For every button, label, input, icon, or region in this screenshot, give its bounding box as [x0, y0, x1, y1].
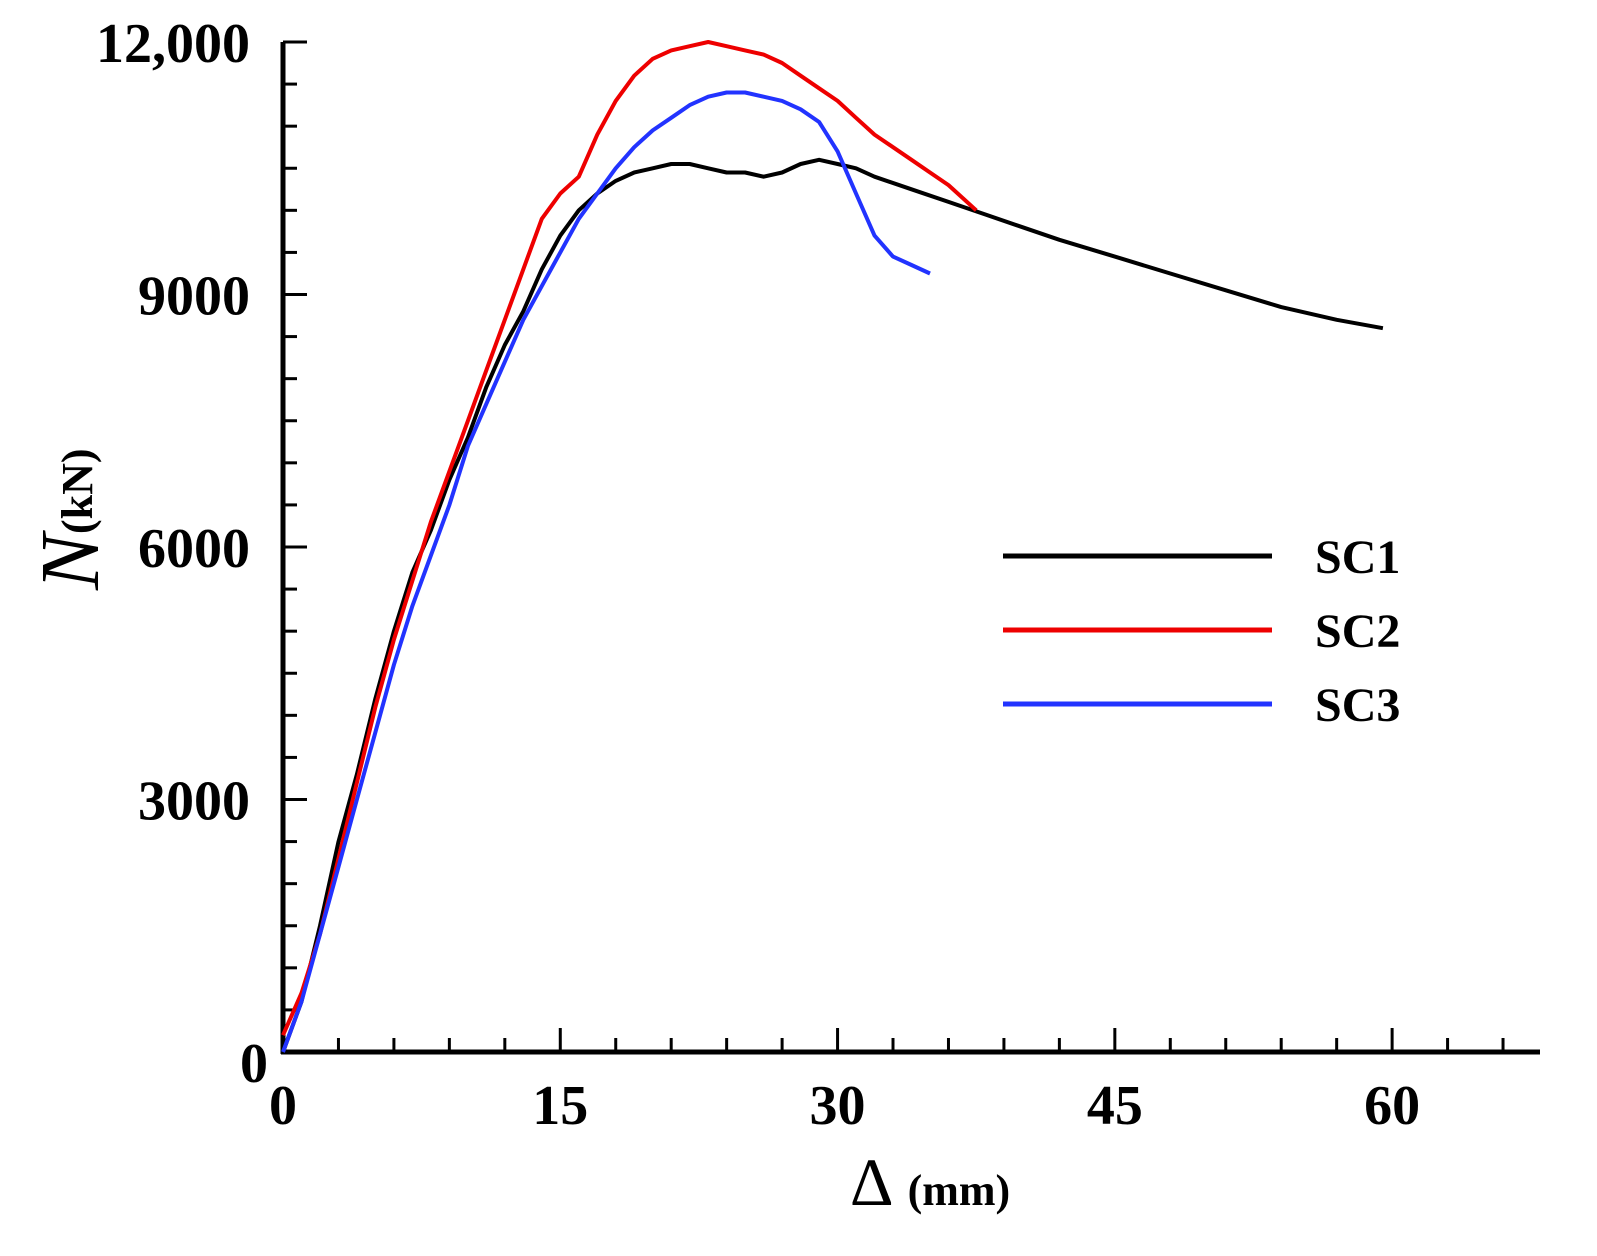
y-axis-symbol: N: [24, 530, 117, 591]
x-tick-label: 0: [269, 1075, 297, 1137]
series-lines: [281, 40, 1384, 1053]
x-tick-label: 30: [810, 1075, 866, 1137]
y-tick-label: 3000: [138, 771, 250, 833]
y-tick-label: 6000: [138, 518, 250, 580]
series-line-sc1: [281, 157, 1384, 1053]
x-tick-label: 45: [1087, 1075, 1143, 1137]
y-tick-label: 9000: [138, 266, 250, 328]
legend-label-sc3: SC3: [1315, 679, 1400, 732]
x-tick-label: 15: [532, 1075, 588, 1137]
series-line-sc2: [281, 40, 978, 1037]
y-axis-unit: (kN): [53, 448, 102, 534]
x-axis-title: Δ (mm): [850, 1144, 1010, 1220]
y-tick-label: 0: [240, 1033, 268, 1095]
legend-label-sc2: SC2: [1315, 605, 1400, 658]
y-tick-label: 12,000: [96, 13, 250, 75]
series-line-sc3: [281, 90, 931, 1053]
x-axis-symbol: Δ: [850, 1144, 894, 1220]
ticks: 0 3000 6000 9000 12,000 0 15 30 45 60: [96, 13, 1505, 1137]
legend: SC1 SC2 SC3: [1003, 531, 1400, 732]
legend-label-sc1: SC1: [1315, 531, 1400, 584]
y-axis-title: N(kN): [24, 448, 117, 591]
x-tick-label: 60: [1364, 1075, 1420, 1137]
x-axis-unit: (mm): [908, 1166, 1011, 1215]
